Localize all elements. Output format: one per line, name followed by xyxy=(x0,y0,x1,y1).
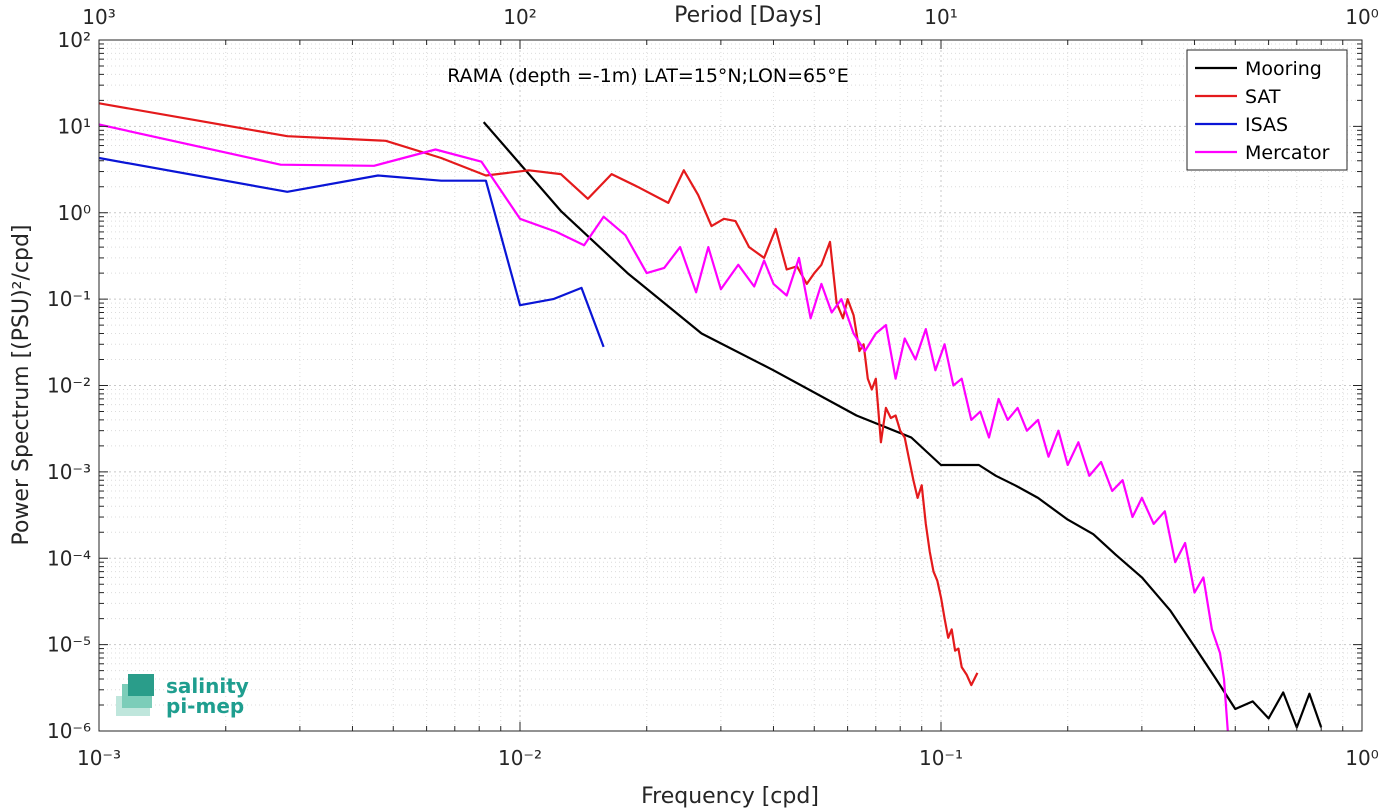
x-tick-label: 10⁻² xyxy=(498,746,542,770)
legend: Mooring SAT ISAS Mercator xyxy=(1186,49,1348,171)
x2-tick-label: 10² xyxy=(503,5,536,29)
legend-label-sat: SAT xyxy=(1245,86,1281,108)
minor-grid xyxy=(99,40,1362,731)
y-tick-label: 10⁰ xyxy=(58,201,91,225)
series-line-mooring xyxy=(482,121,1323,729)
series-line-mercator xyxy=(99,123,1229,731)
chart-annotation: RAMA (depth =-1m) LAT=15°N;LON=65°E xyxy=(447,65,848,87)
x2-axis-title: Period [Days] xyxy=(674,3,822,28)
y-tick-label: 10⁻⁵ xyxy=(47,633,91,657)
legend-label-mooring: Mooring xyxy=(1245,58,1322,80)
x2-tick-label: 10³ xyxy=(82,5,115,29)
y-tick-label: 10⁻³ xyxy=(47,460,91,484)
axis-ticks xyxy=(98,39,1363,732)
y-tick-label: 10² xyxy=(58,28,91,52)
logo-text-line2: pi-mep xyxy=(166,694,244,718)
y-tick-label: 10⁻² xyxy=(47,374,91,398)
x-tick-label: 10⁻¹ xyxy=(919,746,963,770)
y-tick-label: 10⁻⁶ xyxy=(47,719,91,743)
y-tick-label: 10¹ xyxy=(58,114,91,138)
series-line-sat xyxy=(99,102,979,687)
x-axis-title: Frequency [cpd] xyxy=(641,784,819,809)
legend-label-mercator: Mercator xyxy=(1245,142,1330,164)
legend-label-isas: ISAS xyxy=(1245,114,1288,136)
y-tick-label: 10⁻⁴ xyxy=(47,546,91,570)
x-tick-label: 10⁻³ xyxy=(77,746,121,770)
series-layer xyxy=(99,102,1323,731)
logo-wave-3 xyxy=(128,674,154,696)
salinity-pi-mep-logo: salinity pi-mep xyxy=(116,674,249,718)
x-tick-label: 10⁰ xyxy=(1345,746,1378,770)
x2-tick-label: 10⁰ xyxy=(1345,5,1378,29)
x2-tick-label: 10¹ xyxy=(924,5,957,29)
logo-text-line1: salinity xyxy=(166,674,249,698)
y-axis-title: Power Spectrum [(PSU)²/cpd] xyxy=(9,224,34,545)
series-line-isas xyxy=(99,156,605,348)
legend-box xyxy=(1186,49,1348,171)
y-tick-label: 10⁻¹ xyxy=(47,287,91,311)
